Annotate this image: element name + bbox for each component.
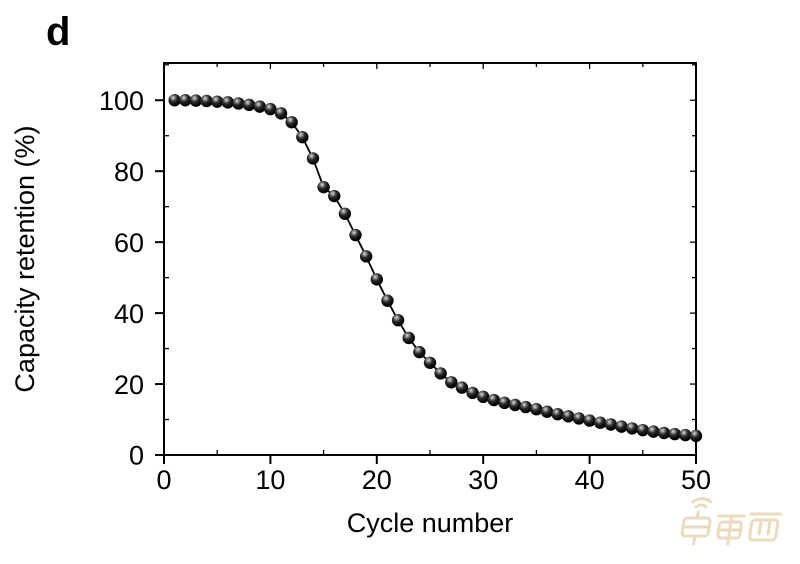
data-point <box>498 396 511 410</box>
data-point <box>477 390 490 404</box>
y-tick-label: 60 <box>114 228 144 258</box>
data-point <box>391 313 405 327</box>
data-point <box>423 356 437 369</box>
data-point <box>466 386 479 400</box>
data-point <box>328 189 341 203</box>
data-point <box>381 294 394 307</box>
x-tick-label: 10 <box>255 465 285 495</box>
data-point <box>625 422 639 435</box>
data-point <box>657 426 671 440</box>
x-tick-label: 0 <box>156 465 171 495</box>
data-point <box>540 405 554 418</box>
data-point <box>232 97 245 110</box>
data-point <box>530 403 543 416</box>
data-point <box>647 425 660 438</box>
data-point <box>434 367 447 380</box>
y-tick-label: 0 <box>129 441 144 471</box>
data-point <box>242 98 256 112</box>
x-tick-label: 50 <box>681 465 711 495</box>
data-point <box>317 180 330 194</box>
watermark-glyphs <box>680 497 783 546</box>
data-point <box>508 398 522 412</box>
data-point <box>296 130 309 144</box>
data-point <box>615 420 628 433</box>
x-axis-title: Cycle number <box>347 508 514 538</box>
y-tick-label: 40 <box>114 299 144 329</box>
x-tick-label: 20 <box>362 465 392 495</box>
data-point <box>562 410 575 423</box>
axis-tick-labels: 0 10 20 30 40 50 0 20 40 60 80 100 <box>99 86 711 495</box>
data-point <box>604 418 618 431</box>
data-point <box>189 94 203 107</box>
plot-box <box>163 62 697 456</box>
data-point <box>668 427 681 441</box>
y-tick-label: 20 <box>114 370 144 400</box>
series-line <box>174 99 697 437</box>
data-point <box>689 429 703 443</box>
data-point <box>413 345 426 359</box>
panel-letter-label: d <box>46 10 71 54</box>
data-point <box>306 152 320 165</box>
data-point <box>370 273 383 286</box>
axis-ticks <box>155 63 697 464</box>
data-point <box>445 376 458 389</box>
data-series <box>168 94 703 443</box>
data-point <box>338 207 352 220</box>
data-point <box>636 423 649 437</box>
data-point <box>168 94 181 107</box>
y-axis-title: Capacity retention (%) <box>10 125 40 392</box>
y-tick-label: 80 <box>114 157 144 187</box>
data-point <box>455 381 469 394</box>
data-point <box>285 116 298 129</box>
x-tick-label: 40 <box>575 465 605 495</box>
data-point <box>274 107 288 120</box>
data-point <box>359 250 373 263</box>
data-point <box>551 408 564 421</box>
watermark-logo <box>672 492 794 554</box>
data-point <box>211 95 224 108</box>
y-tick-label: 100 <box>99 86 144 116</box>
data-point <box>519 400 532 414</box>
data-point <box>179 94 192 107</box>
data-point <box>253 100 266 113</box>
data-point <box>572 412 586 425</box>
data-point <box>221 96 235 109</box>
data-point <box>264 102 277 116</box>
data-point <box>402 331 415 345</box>
data-point <box>200 94 213 108</box>
x-tick-label: 30 <box>468 465 498 495</box>
data-point <box>679 428 692 442</box>
data-point <box>349 228 362 242</box>
data-point <box>583 414 596 427</box>
data-point <box>487 393 501 407</box>
data-point <box>594 416 607 429</box>
